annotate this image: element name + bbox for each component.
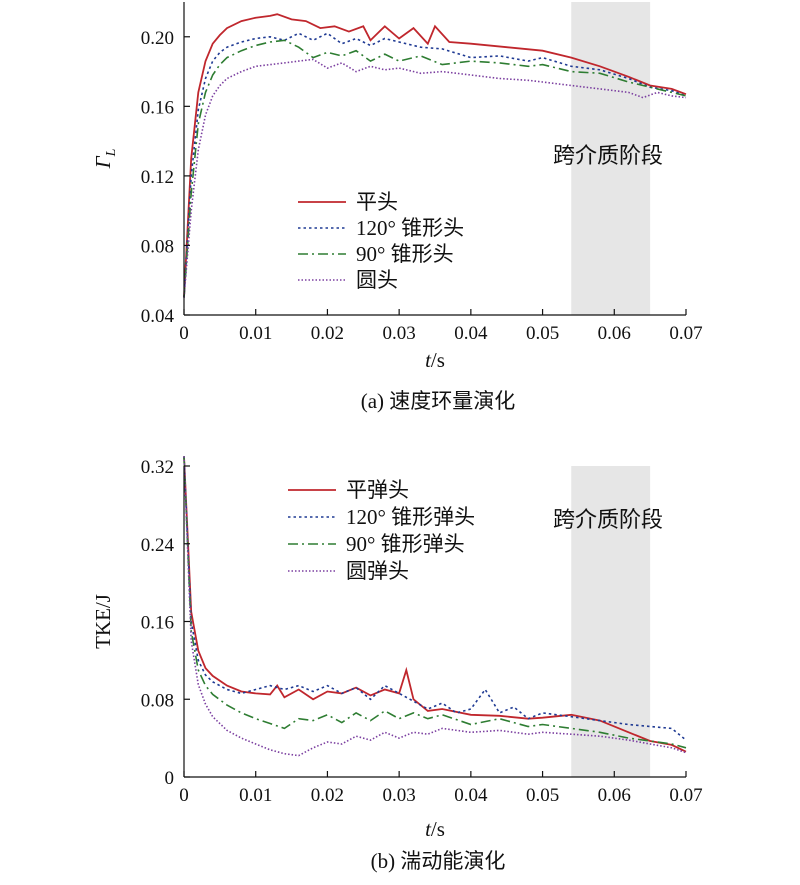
- shaded-region-label: 跨介质阶段: [553, 143, 663, 168]
- legend-label-1: 120° 锥形弹头: [346, 505, 475, 529]
- legend-label-0: 平弹头: [346, 478, 409, 502]
- x-tick-label: 0.01: [239, 785, 272, 806]
- legend-label-2: 90° 锥形头: [356, 242, 454, 266]
- series-line-2: [183, 39, 687, 298]
- x-tick-label: 0.06: [598, 785, 631, 806]
- x-tick-label: 0: [179, 323, 189, 344]
- y-tick-label: 0.04: [141, 306, 175, 327]
- y-tick-label: 0.12: [141, 167, 174, 188]
- series-line-1: [183, 32, 687, 298]
- x-tick-label: 0.04: [454, 323, 488, 344]
- y-axis-label: ΓL: [91, 148, 119, 169]
- x-axis-label: t/s: [425, 817, 445, 841]
- y-tick-label: 0.24: [141, 535, 175, 556]
- x-tick-label: 0.03: [383, 785, 416, 806]
- x-tick-label: 0.06: [598, 323, 631, 344]
- legend-label-2: 90° 锥形弹头: [346, 532, 465, 556]
- cross-media-shaded-region: [571, 2, 651, 315]
- x-tick-label: 0.01: [239, 323, 272, 344]
- x-axis-label: t/s: [425, 348, 445, 372]
- legend-label-3: 圆弹头: [346, 559, 409, 583]
- legend-label-0: 平头: [356, 190, 398, 214]
- x-tick-label: 0.07: [669, 323, 702, 344]
- y-tick-label: 0.08: [141, 236, 174, 257]
- chart-panel-1: 跨介质阶段 0 0.01 0.02 0.03 0.04 0.05 0.06 0.07 0 0.08 0…: [91, 456, 703, 873]
- series-line-1: [183, 456, 687, 741]
- y-tick-label: 0.20: [141, 28, 174, 49]
- x-tick-label: 0.04: [454, 785, 488, 806]
- y-tick-label: 0.32: [141, 457, 174, 478]
- x-tick-label: 0.05: [526, 323, 559, 344]
- x-tick-label: 0: [179, 785, 189, 806]
- chart-panel-0: 跨介质阶段 0 0.01 0.02 0.03 0.04 0.05 0.06 0.07 0.04 0.…: [91, 2, 703, 413]
- x-tick-label: 0.03: [383, 323, 416, 344]
- x-tick-label: 0.02: [311, 323, 344, 344]
- shaded-region-label: 跨介质阶段: [553, 507, 663, 532]
- x-tick-label: 0.05: [526, 785, 559, 806]
- y-tick-label: 0.16: [141, 613, 174, 634]
- x-tick-label: 0.02: [311, 785, 344, 806]
- y-axis-label: TKE/J: [91, 594, 115, 649]
- legend-label-1: 120° 锥形头: [356, 216, 464, 240]
- series-line-3: [183, 456, 687, 757]
- chart-caption: (a) 速度环量演化: [361, 389, 516, 413]
- series-line-0: [183, 13, 687, 298]
- chart-caption: (b) 湍动能演化: [371, 849, 506, 873]
- y-tick-label: 0: [165, 768, 175, 789]
- y-tick-label: 0.08: [141, 690, 174, 711]
- y-tick-label: 0.16: [141, 97, 174, 118]
- series-line-2: [183, 456, 687, 749]
- legend-label-3: 圆头: [356, 268, 398, 292]
- x-tick-label: 0.07: [669, 785, 702, 806]
